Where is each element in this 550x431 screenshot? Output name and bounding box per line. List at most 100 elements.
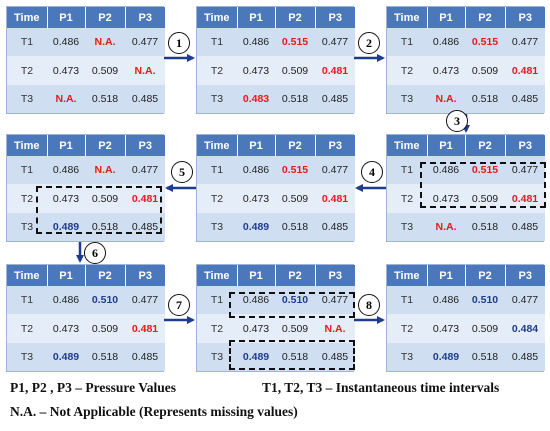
value-cell: 0.485: [505, 212, 545, 241]
table-panel-6: Time P1 P2 P3 T1 0.486 0.515 0.477 T2 0.473 0.509 0…: [386, 134, 545, 242]
header-cell: P3: [315, 135, 355, 157]
pressure-value: 0.518: [91, 92, 119, 105]
data-table: Time P1 P2 P3 T1 0.486 0.515 0.477 T2 0.473 0.509 0…: [387, 7, 545, 113]
value-cell: 0.518: [85, 342, 125, 371]
pressure-value: 0.509: [281, 64, 309, 77]
data-table: Time P1 P2 P3 T1 0.486 0.510 0.477 T2 0.473 0.509 0…: [7, 265, 165, 371]
pressure-value: 0.473: [432, 322, 460, 335]
pressure-value: 0.477: [511, 164, 539, 177]
pressure-value: 0.477: [131, 294, 159, 307]
table-row: T2 0.473 0.509 0.481: [7, 184, 165, 213]
table-panel-8: Time P1 P2 P3 T1 0.486 0.510 0.477 T2 0.473 0.509 N…: [196, 264, 355, 372]
step-4-label: 4: [361, 161, 383, 183]
pressure-value: 0.518: [471, 220, 499, 233]
time-cell: T1: [197, 156, 237, 185]
pressure-value: 0.518: [281, 92, 309, 105]
value-cell: 0.509: [275, 314, 315, 343]
value-cell: 0.477: [315, 156, 355, 185]
value-cell: 0.477: [125, 286, 165, 315]
step-7-label: 7: [168, 294, 190, 316]
data-table: Time P1 P2 P3 T1 0.486 N.A. 0.477 T2 0.473 0.509 0.…: [7, 135, 165, 241]
pressure-value: 0.477: [511, 294, 539, 307]
value-cell: N.A.: [427, 212, 465, 241]
missing-value: N.A.: [324, 322, 346, 335]
missing-value: N.A.: [55, 92, 77, 105]
header-cell: P2: [275, 135, 316, 157]
data-table: Time P1 P2 P3 T1 0.486 0.515 0.477 T2 0.473 0.509 0…: [197, 7, 355, 113]
imputed-value: 0.515: [281, 36, 309, 49]
time-cell: T1: [7, 28, 47, 57]
value-cell: 0.509: [275, 184, 315, 213]
imputed-value: 0.481: [321, 192, 349, 205]
value-cell: 0.485: [125, 84, 165, 113]
time-cell: T2: [387, 314, 427, 343]
value-cell: N.A.: [85, 156, 125, 185]
value-cell: N.A.: [315, 314, 355, 343]
header-cell: P2: [275, 7, 316, 29]
time-cell: T2: [197, 56, 237, 85]
value-cell: 0.489: [47, 212, 85, 241]
pressure-value: 0.473: [432, 64, 460, 77]
value-cell: 0.518: [275, 84, 315, 113]
value-cell: 0.481: [315, 184, 355, 213]
time-cell: T2: [7, 314, 47, 343]
pressure-value: 0.473: [52, 192, 80, 205]
header-cell: Time: [387, 265, 428, 287]
header-cell: P2: [465, 135, 506, 157]
pressure-value: 0.485: [131, 350, 159, 363]
value-cell: 0.489: [427, 342, 465, 371]
value-cell: 0.489: [237, 342, 275, 371]
value-cell: 0.510: [85, 286, 125, 315]
value-cell: 0.473: [47, 314, 85, 343]
value-cell: 0.486: [47, 156, 85, 185]
table-row: T1 0.486 0.515 0.477: [197, 156, 355, 185]
header-cell: P3: [125, 7, 165, 29]
value-cell: 0.515: [465, 28, 505, 57]
table-panel-7: Time P1 P2 P3 T1 0.486 0.510 0.477 T2 0.473 0.509 0…: [6, 264, 165, 372]
value-cell: 0.477: [505, 28, 545, 57]
pressure-value: 0.509: [281, 192, 309, 205]
table-row: T2 0.473 0.509 N.A.: [7, 56, 165, 85]
time-cell: T3: [197, 84, 237, 113]
table-row: T1 0.486 0.515 0.477: [197, 28, 355, 57]
header-cell: P3: [125, 265, 165, 287]
value-cell: 0.486: [427, 286, 465, 315]
pressure-value: 0.473: [52, 322, 80, 335]
header-cell: Time: [7, 265, 48, 287]
header-cell: P1: [47, 7, 86, 29]
value-cell: 0.489: [237, 212, 275, 241]
time-cell: T3: [387, 212, 427, 241]
pressure-value: 0.486: [52, 36, 80, 49]
pressure-value: 0.473: [242, 64, 270, 77]
value-cell: 0.477: [505, 286, 545, 315]
step-1-label: 1: [168, 32, 190, 54]
pressure-value: 0.473: [432, 192, 460, 205]
pressure-value: 0.518: [91, 350, 119, 363]
pressure-value: 0.486: [432, 164, 460, 177]
value-cell: 0.481: [505, 56, 545, 85]
value-cell: 0.486: [47, 286, 85, 315]
imputed-value: 0.489: [242, 220, 270, 233]
value-cell: 0.473: [427, 314, 465, 343]
data-table: Time P1 P2 P3 T1 0.486 0.510 0.477 T2 0.473 0.509 N…: [197, 265, 355, 371]
time-cell: T1: [197, 28, 237, 57]
value-cell: 0.518: [465, 212, 505, 241]
table-panel-9: Time P1 P2 P3 T1 0.486 0.510 0.477 T2 0.473 0.509 0…: [386, 264, 545, 372]
value-cell: 0.485: [505, 84, 545, 113]
missing-value: N.A.: [435, 220, 457, 233]
imputed-value: 0.515: [281, 164, 309, 177]
time-cell: T2: [7, 56, 47, 85]
header-cell: P1: [237, 265, 276, 287]
pressure-value: 0.485: [511, 350, 539, 363]
pressure-value: 0.518: [91, 220, 119, 233]
header-cell: P2: [465, 265, 506, 287]
imputed-value: 0.481: [131, 322, 159, 335]
table-panel-2: Time P1 P2 P3 T1 0.486 0.515 0.477 T2 0.473 0.509 0…: [196, 6, 355, 114]
value-cell: 0.477: [125, 156, 165, 185]
pressure-value: 0.509: [281, 322, 309, 335]
value-cell: 0.515: [275, 156, 315, 185]
missing-value: N.A.: [435, 92, 457, 105]
value-cell: 0.477: [125, 28, 165, 57]
step-6-label: 6: [84, 242, 106, 264]
imputed-value: 0.489: [52, 220, 80, 233]
